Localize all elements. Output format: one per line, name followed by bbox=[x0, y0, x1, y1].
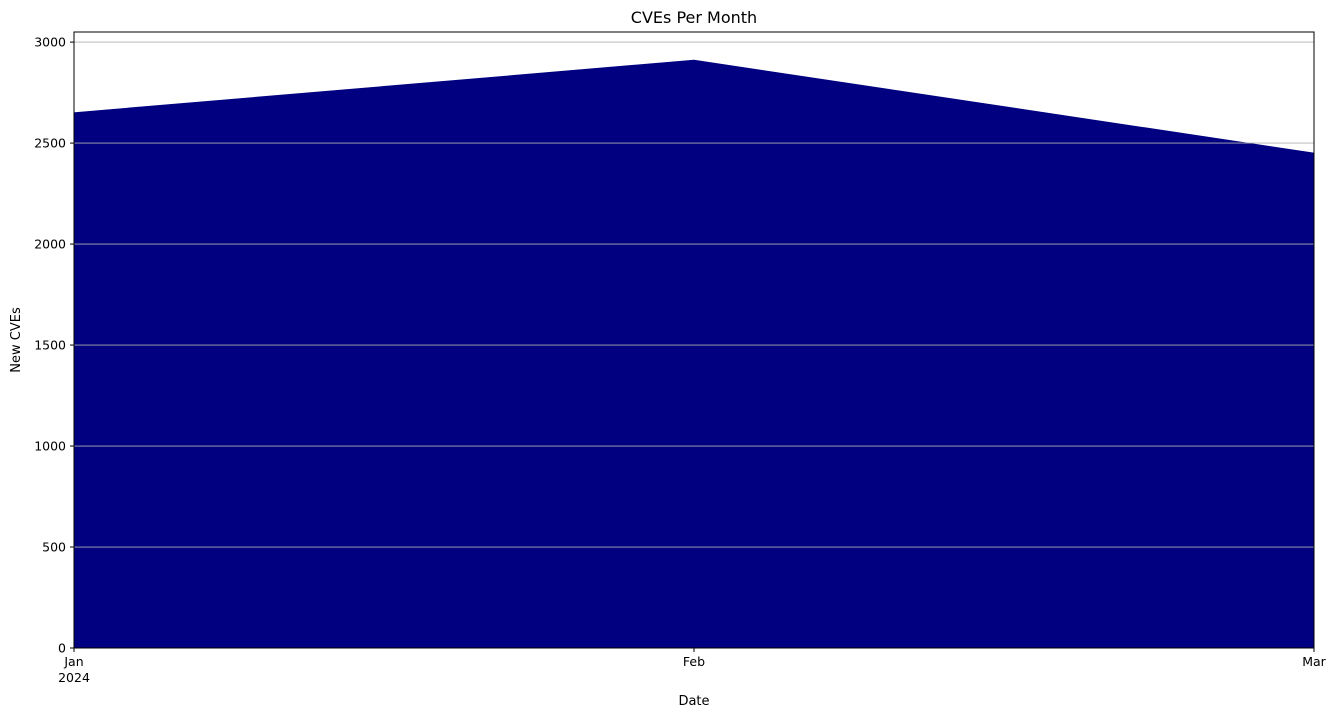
area-series-0 bbox=[73, 59, 1315, 649]
y-tick-label-2500: 2500 bbox=[34, 136, 66, 151]
x-tick-sublabel-2024: 2024 bbox=[58, 670, 90, 685]
y-axis-ticks: 0 500 1000 1500 2000 2500 3000 bbox=[34, 35, 74, 656]
y-axis-label: New CVEs bbox=[9, 307, 24, 373]
x-tick-label-jan: Jan bbox=[63, 654, 83, 669]
gridlines bbox=[74, 41, 1314, 548]
y-tick-label-2000: 2000 bbox=[34, 237, 66, 252]
chart-title: CVEs Per Month bbox=[631, 8, 757, 27]
area-layer bbox=[73, 59, 1315, 649]
y-tick-label-1000: 1000 bbox=[34, 439, 66, 454]
x-tick-label-mar: Mar bbox=[1302, 654, 1326, 669]
x-axis-label: Date bbox=[678, 694, 709, 709]
y-tick-label-0: 0 bbox=[58, 641, 66, 656]
x-tick-label-feb: Feb bbox=[683, 654, 705, 669]
y-tick-label-1500: 1500 bbox=[34, 338, 66, 353]
y-tick-label-500: 500 bbox=[42, 540, 66, 555]
y-tick-label-3000: 3000 bbox=[34, 35, 66, 50]
